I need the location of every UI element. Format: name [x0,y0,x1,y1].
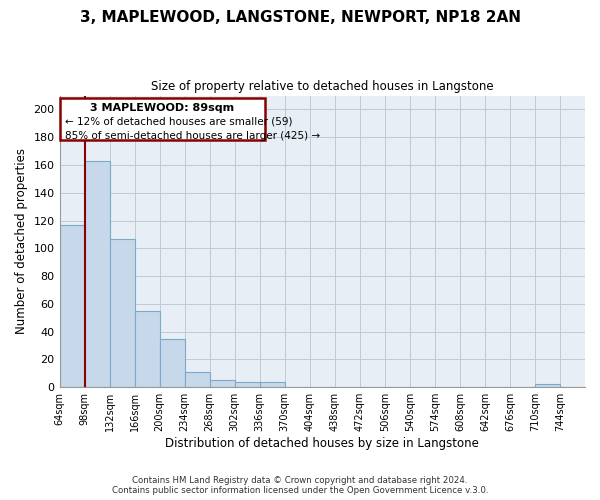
Text: Contains HM Land Registry data © Crown copyright and database right 2024.
Contai: Contains HM Land Registry data © Crown c… [112,476,488,495]
Bar [160,338,185,387]
FancyBboxPatch shape [59,98,265,140]
X-axis label: Distribution of detached houses by size in Langstone: Distribution of detached houses by size … [166,437,479,450]
Text: 85% of semi-detached houses are larger (425) →: 85% of semi-detached houses are larger (… [65,131,320,141]
Text: 3 MAPLEWOOD: 89sqm: 3 MAPLEWOOD: 89sqm [90,103,234,113]
Bar [134,311,160,387]
Y-axis label: Number of detached properties: Number of detached properties [15,148,28,334]
Bar [535,384,560,387]
Title: Size of property relative to detached houses in Langstone: Size of property relative to detached ho… [151,80,494,93]
Bar [85,161,110,387]
Text: 3, MAPLEWOOD, LANGSTONE, NEWPORT, NP18 2AN: 3, MAPLEWOOD, LANGSTONE, NEWPORT, NP18 2… [79,10,521,25]
Bar [110,238,134,387]
Bar [235,382,260,387]
Bar [59,224,85,387]
Text: ← 12% of detached houses are smaller (59): ← 12% of detached houses are smaller (59… [65,117,292,127]
Bar [260,382,285,387]
Bar [209,380,235,387]
Bar [185,372,209,387]
